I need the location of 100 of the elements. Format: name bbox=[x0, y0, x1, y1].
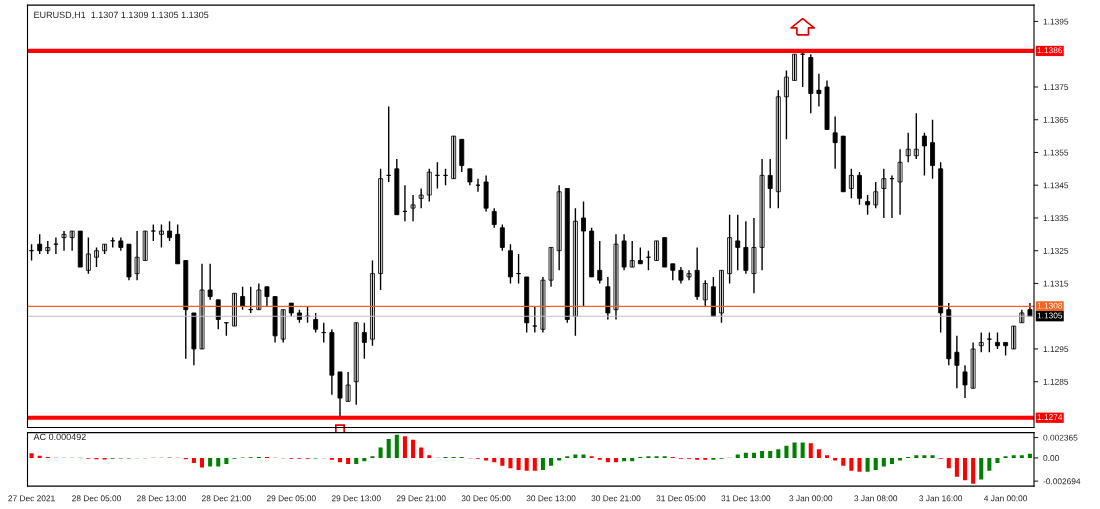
candlestick bbox=[962, 364, 968, 399]
bar bbox=[1019, 455, 1024, 458]
x-tick-label: 3 Jan 08:00 bbox=[854, 495, 898, 502]
bar bbox=[735, 454, 740, 458]
candlestick bbox=[475, 177, 481, 193]
y-tick-label: 1.1345 bbox=[1043, 182, 1069, 189]
bar bbox=[857, 457, 862, 472]
bar bbox=[768, 451, 773, 458]
bar bbox=[613, 457, 619, 463]
candlestick bbox=[986, 331, 992, 353]
y-tick-label: 1.1335 bbox=[1043, 215, 1069, 222]
bar bbox=[995, 457, 1000, 464]
bar bbox=[337, 457, 343, 463]
x-tick-label: 31 Dec 05:00 bbox=[656, 495, 706, 502]
candlestick bbox=[581, 200, 586, 308]
candlestick bbox=[467, 168, 473, 186]
bar bbox=[946, 457, 951, 469]
candlestick bbox=[53, 236, 59, 255]
y-tick-label: 1.1325 bbox=[1043, 247, 1069, 254]
y-tick-label: 1.1355 bbox=[1043, 149, 1069, 156]
bar bbox=[419, 447, 424, 458]
y-tick-label: 1.1365 bbox=[1043, 116, 1069, 123]
candlestick bbox=[94, 246, 99, 268]
bar bbox=[751, 452, 756, 458]
bar bbox=[573, 454, 578, 458]
bar bbox=[532, 457, 537, 471]
candlestick bbox=[118, 236, 124, 252]
bar bbox=[979, 457, 984, 480]
bar bbox=[208, 457, 213, 467]
ref-line-label: 1.1305 bbox=[1037, 312, 1063, 319]
candlestick bbox=[264, 286, 270, 308]
x-tick-label: 27 Dec 2021 bbox=[8, 495, 55, 502]
bar bbox=[760, 451, 765, 458]
x-tick-label: 28 Dec 13:00 bbox=[137, 495, 186, 502]
ref-line-label: 1.1386 bbox=[1037, 47, 1063, 54]
x-tick-label: 29 Dec 13:00 bbox=[331, 495, 381, 502]
candlestick bbox=[207, 263, 213, 301]
bar bbox=[224, 457, 229, 464]
candlestick bbox=[800, 50, 806, 88]
bar bbox=[1011, 455, 1016, 458]
y-tick-label: -0.002694 bbox=[1043, 478, 1081, 485]
candlestick bbox=[77, 230, 83, 268]
candlestick bbox=[167, 220, 172, 242]
bar bbox=[962, 457, 968, 481]
ref-line-label: 1.1274 bbox=[1037, 414, 1063, 420]
bar bbox=[792, 442, 797, 458]
candlestick bbox=[410, 194, 416, 222]
bar bbox=[378, 447, 383, 458]
text: EURUSD,H1 1.1307 1.1309 1.1305 1.1305 bbox=[34, 11, 209, 20]
bar bbox=[524, 457, 529, 471]
candlestick bbox=[69, 230, 75, 252]
bar bbox=[549, 457, 554, 466]
x-tick-label: 28 Dec 05:00 bbox=[72, 495, 121, 502]
candlestick bbox=[629, 240, 635, 268]
candlestick bbox=[232, 292, 237, 327]
x-tick-label: 3 Jan 00:00 bbox=[789, 495, 833, 502]
chart-title: AC 0.000492 bbox=[33, 433, 86, 441]
bar bbox=[605, 457, 610, 463]
bar bbox=[784, 445, 789, 458]
y-tick-label: 1.1375 bbox=[1043, 84, 1069, 91]
bar bbox=[411, 439, 416, 458]
y-tick-label: 1.1315 bbox=[1043, 280, 1069, 287]
bar bbox=[394, 434, 399, 458]
bar bbox=[386, 438, 391, 458]
bar bbox=[29, 453, 34, 458]
bar bbox=[841, 457, 846, 466]
y-tick-label: 0.002365 bbox=[1043, 434, 1078, 441]
candlestick bbox=[516, 253, 522, 285]
bar bbox=[492, 457, 497, 463]
bar bbox=[987, 457, 992, 471]
bar bbox=[540, 457, 545, 470]
candlestick bbox=[646, 250, 651, 272]
candlestick bbox=[921, 132, 927, 177]
candlestick bbox=[418, 187, 424, 209]
bar bbox=[743, 452, 748, 458]
bar bbox=[216, 457, 221, 467]
candlestick bbox=[889, 174, 895, 219]
bar bbox=[914, 455, 919, 458]
x-tick-label: 31 Dec 13:00 bbox=[721, 495, 771, 502]
bar bbox=[500, 457, 505, 466]
bar bbox=[508, 457, 513, 469]
bar bbox=[808, 443, 813, 458]
bar bbox=[865, 457, 870, 472]
bar bbox=[199, 457, 205, 468]
x-tick-label: 30 Dec 21:00 bbox=[591, 495, 641, 502]
candlestick bbox=[402, 184, 408, 222]
candlestick bbox=[248, 286, 254, 314]
x-tick-label: 30 Dec 13:00 bbox=[526, 495, 576, 502]
bar bbox=[971, 457, 976, 484]
bar bbox=[889, 457, 894, 464]
bar bbox=[516, 457, 521, 470]
bar bbox=[1027, 453, 1032, 458]
candlestick bbox=[434, 161, 440, 190]
x-tick-label: 30 Dec 05:00 bbox=[461, 495, 511, 502]
bar bbox=[427, 455, 432, 458]
x-tick-label: 3 Jan 16:00 bbox=[919, 495, 963, 502]
bar bbox=[776, 449, 781, 458]
y-tick-label: 1.1395 bbox=[1043, 18, 1069, 25]
x-tick-label: 29 Dec 21:00 bbox=[396, 495, 446, 502]
y-tick-label: 1.1285 bbox=[1043, 378, 1069, 385]
